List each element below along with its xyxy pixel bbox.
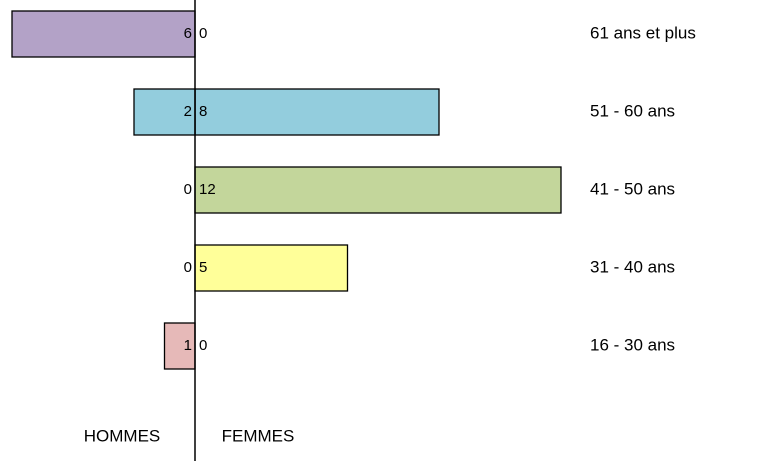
value-label-men: 0: [184, 181, 192, 198]
bar-men: [11, 10, 196, 58]
bar-women: [194, 244, 349, 292]
legend-men: HOMMES: [84, 426, 161, 445]
bar-women: [194, 88, 440, 136]
value-label-men: 2: [184, 103, 192, 120]
value-label-men: 1: [184, 337, 192, 354]
category-label: 31 - 40 ans: [590, 257, 675, 276]
value-label-men: 6: [184, 25, 192, 42]
bar-women: [194, 166, 562, 214]
category-label: 51 - 60 ans: [590, 101, 675, 120]
value-label-women: 0: [199, 337, 207, 354]
legend-women: FEMMES: [222, 426, 295, 445]
value-label-women: 0: [199, 25, 207, 42]
bar-men: [133, 88, 196, 136]
value-label-women: 5: [199, 259, 207, 276]
value-label-women: 8: [199, 103, 207, 120]
category-label: 16 - 30 ans: [590, 335, 675, 354]
category-label: 41 - 50 ans: [590, 179, 675, 198]
bar-men: [163, 322, 196, 370]
value-label-women: 12: [199, 181, 216, 198]
value-label-men: 0: [184, 259, 192, 276]
category-label: 61 ans et plus: [590, 23, 696, 42]
